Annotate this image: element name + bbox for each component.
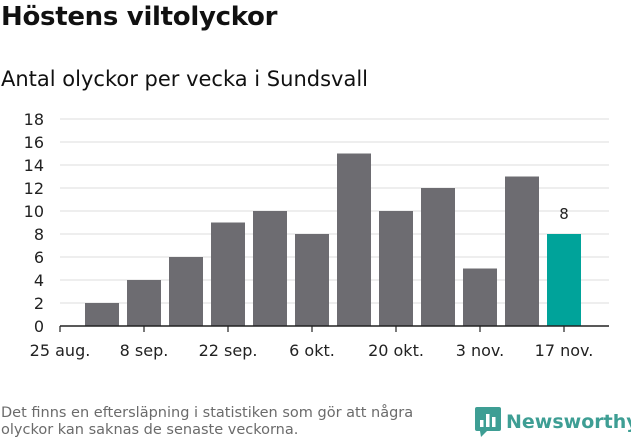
x-tick-label: 8 sep. [120,341,169,360]
x-tick-label: 25 aug. [30,341,91,360]
bar [547,234,581,326]
bar [211,222,245,326]
x-tick-label: 17 nov. [535,341,594,360]
chart-subtitle: Antal olyckor per vecka i Sundsvall [1,67,368,91]
brand-logo: Newsworthy [475,406,631,438]
bar [85,303,119,326]
page-title: Höstens viltolyckor [1,2,278,32]
bar [169,257,203,326]
bar [421,188,455,326]
bar [253,211,287,326]
bar-chart-speech-bubble-icon [475,407,501,437]
data-label: 8 [559,205,569,223]
bar [295,234,329,326]
x-tick-label: 22 sep. [199,341,258,360]
y-tick-label: 10 [24,202,44,221]
y-tick-label: 2 [34,294,44,313]
x-tick-label: 20 okt. [368,341,424,360]
y-tick-label: 14 [24,156,44,175]
bar [127,280,161,326]
x-tick-label: 3 nov. [456,341,505,360]
y-tick-label: 0 [34,317,44,336]
y-tick-label: 8 [34,225,44,244]
bar [505,176,539,326]
bar [379,211,413,326]
y-tick-label: 6 [34,248,44,267]
y-tick-label: 18 [24,110,44,129]
x-tick-label: 6 okt. [289,341,335,360]
footnote: Det finns en eftersläpning i statistiken… [1,405,414,438]
bar-chart: 0 2 4 6 8 10 12 14 16 18 8 25 aug. 8 sep. 22 sep. 6 ok… [24,110,609,360]
y-tick-label: 12 [24,179,44,198]
bar [337,153,371,326]
bar [463,268,497,326]
y-tick-label: 16 [24,133,44,152]
y-tick-label: 4 [34,271,44,290]
brand-name: Newsworthy [506,411,631,433]
